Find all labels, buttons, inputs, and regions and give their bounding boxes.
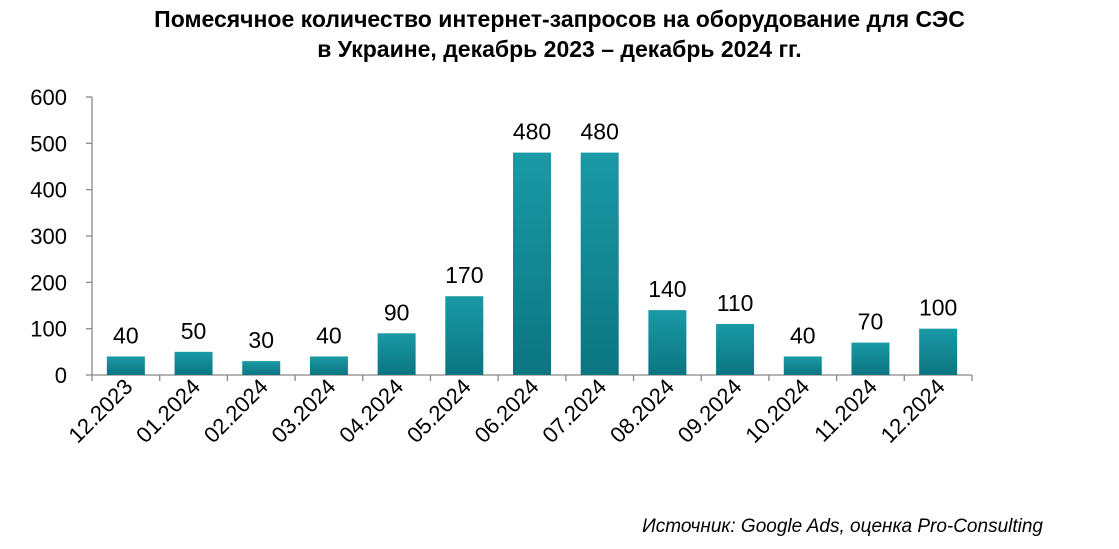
data-label: 30 — [248, 327, 274, 353]
bar — [513, 152, 551, 375]
x-tick-label: 01.2024 — [131, 374, 205, 448]
y-axis: 0 100 200 300 400 500 600 — [30, 85, 93, 388]
y-tick-label: 100 — [30, 317, 67, 342]
data-label: 100 — [919, 295, 957, 321]
x-tick-label: 10.2024 — [740, 374, 814, 448]
data-label: 40 — [113, 322, 139, 348]
bar — [309, 356, 348, 375]
x-tick-label: 12.2023 — [63, 374, 137, 448]
x-tick-label: 08.2024 — [605, 374, 679, 448]
y-tick-label: 600 — [30, 85, 67, 110]
x-tick-label: 11.2024 — [809, 374, 882, 447]
x-tick-label: 07.2024 — [537, 374, 611, 448]
y-tick-label: 500 — [30, 131, 67, 156]
data-label: 480 — [513, 119, 551, 145]
x-tick-label: 04.2024 — [334, 374, 408, 448]
bar — [106, 356, 145, 375]
data-label: 480 — [581, 119, 619, 145]
data-label: 170 — [445, 262, 483, 288]
x-tick-label: 05.2024 — [402, 374, 476, 448]
bar — [377, 333, 416, 375]
bar — [445, 296, 484, 375]
data-labels: 40 50 30 40 90 170 480 480 140 110 40 70 100 — [113, 119, 957, 354]
chart-title-line-1: Помесячное количество интернет-запросов … — [154, 6, 965, 32]
data-label: 40 — [790, 322, 816, 348]
x-tick-label: 12.2024 — [876, 374, 950, 448]
data-label: 140 — [648, 276, 686, 302]
source-note: Источник: Google Ads, оценка Pro-Consult… — [642, 516, 1043, 537]
bars — [106, 152, 958, 375]
bar — [580, 152, 619, 375]
data-label: 90 — [384, 299, 410, 325]
x-tick-label: 03.2024 — [267, 374, 341, 448]
data-label: 70 — [858, 309, 884, 335]
bar — [648, 310, 687, 375]
y-tick-label: 200 — [30, 270, 67, 295]
data-label: 40 — [316, 322, 342, 348]
bar — [783, 356, 822, 375]
bar — [851, 342, 890, 375]
chart-title-line-2: в Украине, декабрь 2023 – декабрь 2024 г… — [317, 36, 802, 62]
bar — [174, 351, 213, 375]
bar — [242, 361, 281, 375]
x-axis: 12.202301.202402.202403.202404.202405.20… — [63, 374, 973, 448]
x-tick-label: 02.2024 — [199, 374, 273, 448]
x-tick-label: 06.2024 — [470, 374, 544, 448]
bar — [716, 324, 755, 375]
data-label: 50 — [181, 318, 207, 344]
y-tick-label: 300 — [30, 224, 67, 249]
bar — [919, 328, 958, 375]
y-tick-label: 0 — [55, 363, 67, 388]
x-tick-label: 09.2024 — [673, 374, 747, 448]
y-tick-label: 400 — [30, 178, 67, 203]
data-label: 110 — [717, 290, 754, 316]
chart-title: Помесячное количество интернет-запросов … — [0, 4, 1119, 64]
